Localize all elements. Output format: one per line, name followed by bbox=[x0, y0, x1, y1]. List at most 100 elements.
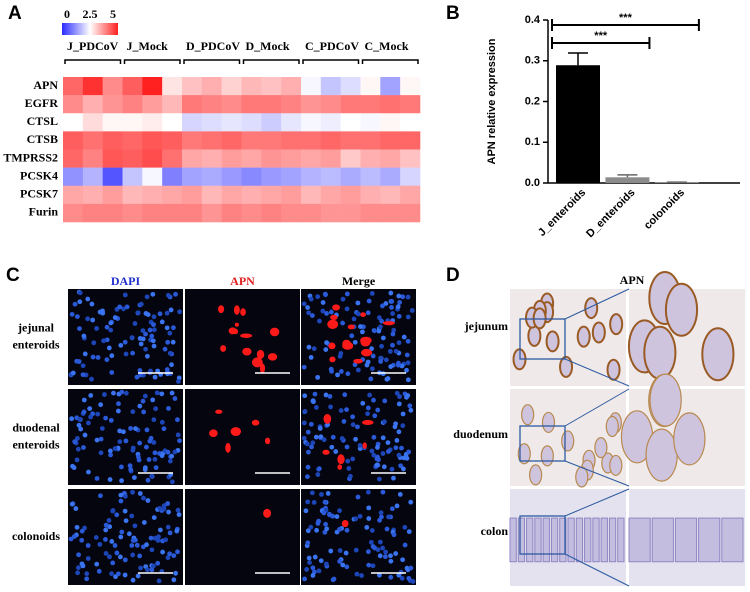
nucleus bbox=[85, 543, 91, 548]
nucleus bbox=[377, 572, 382, 578]
heatmap-cell bbox=[360, 131, 381, 150]
nucleus bbox=[129, 513, 135, 519]
nucleus bbox=[164, 325, 170, 331]
nucleus bbox=[122, 508, 128, 514]
nucleus bbox=[108, 327, 114, 333]
nucleus bbox=[374, 462, 380, 468]
heatmap-cell bbox=[102, 77, 123, 96]
nucleus bbox=[406, 529, 412, 535]
nucleus bbox=[321, 437, 327, 443]
significance-bracket bbox=[551, 37, 651, 49]
nucleus bbox=[166, 406, 171, 411]
nucleus bbox=[358, 324, 363, 329]
nucleus bbox=[350, 414, 356, 420]
heatmap-cell bbox=[281, 95, 302, 114]
nucleus bbox=[394, 390, 400, 396]
nucleus bbox=[318, 434, 324, 440]
heatmap-cell bbox=[261, 167, 282, 187]
nucleus bbox=[153, 406, 159, 412]
heatmap-cell bbox=[63, 185, 84, 205]
nucleus bbox=[365, 489, 371, 495]
nucleus bbox=[110, 560, 116, 566]
nucleus bbox=[167, 350, 173, 356]
nucleus bbox=[109, 539, 115, 544]
nucleus bbox=[172, 449, 178, 455]
nucleus bbox=[148, 535, 154, 541]
nucleus bbox=[378, 355, 383, 361]
nucleus bbox=[118, 342, 124, 348]
apn-signal bbox=[360, 312, 366, 318]
nucleus bbox=[383, 549, 389, 555]
nucleus bbox=[356, 311, 361, 317]
nucleus bbox=[77, 326, 82, 332]
nucleus bbox=[306, 449, 311, 455]
nucleus bbox=[84, 576, 90, 582]
nucleus bbox=[406, 575, 412, 581]
nucleus bbox=[143, 346, 149, 352]
apn-signal bbox=[263, 508, 272, 518]
nucleus bbox=[103, 522, 109, 528]
nucleus bbox=[343, 550, 349, 556]
nucleus bbox=[345, 371, 351, 377]
heatmap-cell bbox=[320, 149, 341, 168]
nucleus bbox=[368, 376, 374, 382]
nucleus bbox=[328, 404, 333, 410]
nucleus bbox=[366, 516, 372, 521]
villus bbox=[517, 443, 531, 465]
column-header: APN bbox=[620, 273, 645, 287]
column-header: Merge bbox=[342, 274, 376, 288]
nucleus bbox=[357, 442, 363, 448]
nucleus bbox=[389, 299, 395, 304]
colorbar bbox=[62, 23, 118, 35]
heatmap-cell bbox=[281, 131, 302, 150]
nucleus bbox=[305, 499, 311, 505]
nucleus bbox=[393, 348, 399, 354]
nucleus bbox=[130, 552, 136, 558]
nucleus bbox=[340, 320, 346, 326]
heatmap-cell bbox=[182, 131, 203, 150]
nucleus bbox=[384, 376, 390, 382]
villus bbox=[561, 430, 575, 452]
heatmap-cell bbox=[340, 203, 361, 223]
zoom-lines bbox=[564, 388, 630, 487]
nucleus bbox=[112, 543, 118, 548]
nucleus bbox=[399, 363, 405, 369]
crypt bbox=[600, 517, 608, 563]
heatmap-cell bbox=[241, 113, 262, 132]
heatmap-cell bbox=[162, 203, 183, 223]
heatmap-cell bbox=[182, 203, 203, 223]
heatmap-cell bbox=[221, 77, 242, 96]
x-tick-label: J_enteroids bbox=[536, 187, 588, 239]
micrograph bbox=[68, 289, 183, 385]
nucleus bbox=[144, 353, 150, 359]
nucleus bbox=[335, 372, 340, 378]
heatmap-cell bbox=[182, 95, 203, 114]
group-label: D_PDCoV bbox=[186, 39, 240, 53]
nucleus bbox=[155, 368, 161, 374]
nucleus bbox=[405, 377, 411, 383]
heatmap-cell bbox=[400, 77, 421, 96]
heatmap-cell bbox=[301, 167, 322, 187]
crypt bbox=[584, 517, 592, 563]
heatmap-cell bbox=[360, 113, 381, 132]
nucleus bbox=[140, 336, 146, 342]
nucleus bbox=[156, 578, 162, 584]
heatmap-cell bbox=[281, 185, 302, 205]
nucleus bbox=[391, 475, 396, 481]
nucleus bbox=[107, 477, 113, 482]
row-label: colon bbox=[481, 524, 509, 538]
nucleus bbox=[151, 314, 157, 320]
nucleus bbox=[155, 560, 161, 566]
crypt bbox=[575, 517, 584, 563]
heatmap-cell bbox=[102, 203, 123, 223]
nucleus bbox=[137, 440, 143, 446]
heatmap-cell bbox=[182, 185, 203, 205]
villus bbox=[594, 437, 608, 459]
nucleus bbox=[98, 436, 104, 442]
nucleus bbox=[143, 331, 148, 337]
row-label: TMPRSS2 bbox=[3, 150, 58, 164]
nucleus bbox=[70, 463, 75, 469]
villus bbox=[701, 327, 735, 382]
nucleus bbox=[161, 426, 167, 432]
nucleus bbox=[169, 362, 174, 368]
